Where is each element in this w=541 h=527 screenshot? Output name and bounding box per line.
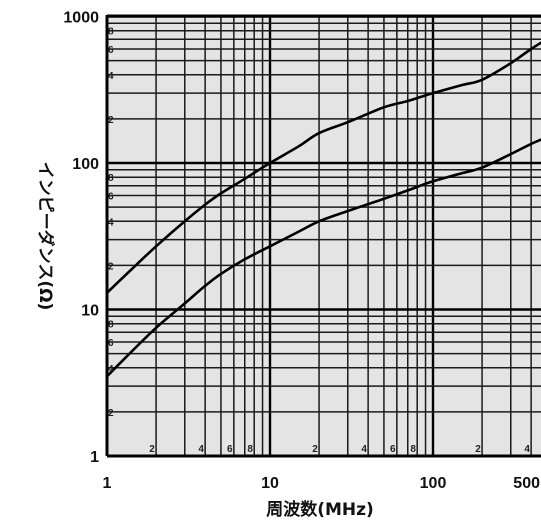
x-tick-label: 10 [261, 475, 279, 492]
y-minor-label: 2 [108, 408, 114, 419]
y-tick-label: 1 [90, 449, 99, 466]
grid [105, 15, 541, 458]
x-minor-label: 8 [410, 444, 416, 455]
x-minor-label: 2 [149, 444, 155, 455]
y-minor-label: 2 [108, 261, 114, 272]
x-tick-label: 500 [513, 475, 540, 492]
y-tick-label: 1000 [63, 10, 99, 27]
x-minor-label: 6 [227, 444, 233, 455]
y-minor-label: 6 [108, 338, 114, 349]
x-minor-label: 6 [390, 444, 396, 455]
y-axis-title: インピーダンス(Ω) [35, 162, 56, 311]
x-tick-label: 100 [420, 475, 447, 492]
y-minor-label: 4 [108, 364, 114, 375]
x-axis-title: 周波数(MHz) [266, 499, 374, 520]
y-minor-label: 6 [108, 192, 114, 203]
y-minor-label: 8 [108, 27, 114, 38]
y-tick-label: 100 [72, 156, 99, 173]
x-minor-label: 4 [361, 444, 367, 455]
y-minor-label: 6 [108, 45, 114, 56]
minor-labels: 2 4 6 8 2 4 6 8 2 4 2 4 6 8 2 4 6 8 2 4 6 8 [108, 27, 530, 455]
tick-labels: 1 10 100 500 1 10 100 1000 [63, 10, 540, 493]
impedance-curve-1 [106, 41, 541, 294]
x-tick-label: 1 [103, 475, 112, 492]
y-minor-label: 2 [108, 115, 114, 126]
x-minor-label: 2 [475, 444, 481, 455]
y-minor-label: 8 [108, 173, 114, 184]
series-group [106, 41, 541, 378]
y-tick-label: 10 [81, 303, 99, 320]
x-minor-label: 4 [524, 444, 530, 455]
x-minor-label: 2 [312, 444, 318, 455]
y-minor-label: 8 [108, 320, 114, 331]
plot-area [107, 15, 541, 456]
x-minor-label: 4 [198, 444, 204, 455]
y-minor-label: 4 [108, 217, 114, 228]
y-minor-label: 4 [108, 71, 114, 82]
x-minor-label: 8 [247, 444, 253, 455]
impedance-curve-2 [106, 138, 541, 378]
